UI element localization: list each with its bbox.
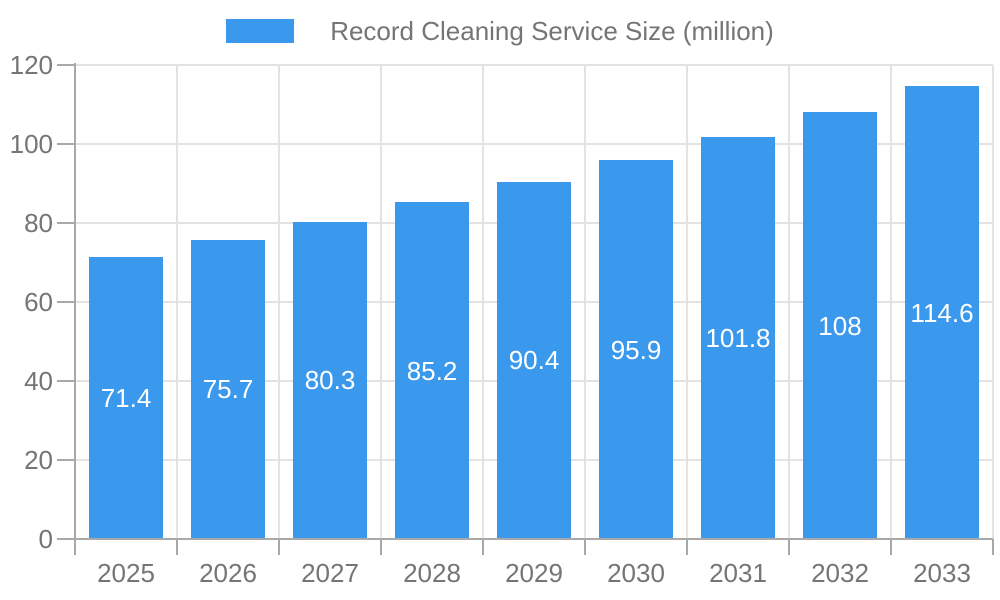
- bar-2029[interactable]: [497, 181, 571, 539]
- y-axis-label: 80: [24, 208, 53, 238]
- y-axis-tick: [57, 143, 75, 145]
- y-axis-tick: [57, 301, 75, 303]
- bar-2033[interactable]: [905, 86, 979, 539]
- bar-value-label: 71.4: [100, 382, 152, 413]
- gridline-vertical: [686, 65, 688, 539]
- x-axis-label-2025: 2025: [97, 558, 155, 588]
- y-axis-tick: [57, 459, 75, 461]
- y-axis-line: [74, 63, 76, 539]
- bar-value-label: 101.8: [705, 322, 771, 353]
- gridline-vertical: [482, 65, 484, 539]
- gridline-vertical: [992, 65, 994, 539]
- x-axis-label-2033: 2033: [913, 558, 971, 588]
- x-axis-label-2030: 2030: [607, 558, 665, 588]
- x-axis-label-2027: 2027: [301, 558, 359, 588]
- y-axis-label: 0: [38, 524, 53, 554]
- y-axis-label: 40: [24, 366, 53, 396]
- gridline-vertical: [278, 65, 280, 539]
- bar-value-label: 75.7: [202, 374, 254, 405]
- x-axis-tick: [278, 539, 280, 555]
- x-axis-tick: [380, 539, 382, 555]
- y-axis-label: 100: [9, 129, 53, 159]
- bar-value-label: 80.3: [304, 365, 356, 396]
- x-axis-line: [57, 538, 993, 540]
- x-axis-label-2026: 2026: [199, 558, 257, 588]
- gridline-vertical: [788, 65, 790, 539]
- bar-2027[interactable]: [293, 221, 367, 539]
- x-axis-tick: [788, 539, 790, 555]
- x-axis-tick: [686, 539, 688, 555]
- bar-2028[interactable]: [395, 202, 469, 539]
- legend-swatch-icon: [226, 19, 295, 43]
- x-axis-label-2031: 2031: [709, 558, 767, 588]
- bar-2031[interactable]: [701, 136, 775, 539]
- y-axis-label: 20: [24, 445, 53, 475]
- y-axis-tick: [57, 380, 75, 382]
- gridline-horizontal: [75, 143, 993, 145]
- x-axis-label-2029: 2029: [505, 558, 563, 588]
- x-axis-tick: [74, 539, 76, 555]
- y-axis-tick: [57, 64, 75, 66]
- x-axis-label-2032: 2032: [811, 558, 869, 588]
- bar-2030[interactable]: [599, 160, 673, 539]
- bar-value-label: 85.2: [406, 355, 458, 386]
- y-axis-label: 60: [24, 287, 53, 317]
- bar-value-label: 95.9: [610, 334, 662, 365]
- bar-2032[interactable]: [803, 112, 877, 539]
- y-axis-tick: [57, 222, 75, 224]
- gridline-vertical: [584, 65, 586, 539]
- legend-item[interactable]: Record Cleaning Service Size (million): [0, 15, 1000, 47]
- bar-2026[interactable]: [191, 239, 265, 539]
- bar-value-label: 90.4: [508, 345, 560, 376]
- y-axis-label: 120: [9, 50, 53, 80]
- x-axis-label-2028: 2028: [403, 558, 461, 588]
- x-axis-tick: [992, 539, 994, 555]
- gridline-vertical: [176, 65, 178, 539]
- gridline-horizontal: [75, 64, 993, 66]
- x-axis-tick: [482, 539, 484, 555]
- legend-label: Record Cleaning Service Size (million): [330, 16, 774, 46]
- gridline-vertical: [380, 65, 382, 539]
- x-axis-tick: [890, 539, 892, 555]
- bar-value-label: 114.6: [910, 297, 974, 328]
- x-axis-tick: [584, 539, 586, 555]
- bar-2025[interactable]: [89, 256, 163, 539]
- bar-value-label: 108: [818, 310, 862, 341]
- x-axis-tick: [176, 539, 178, 555]
- gridline-vertical: [890, 65, 892, 539]
